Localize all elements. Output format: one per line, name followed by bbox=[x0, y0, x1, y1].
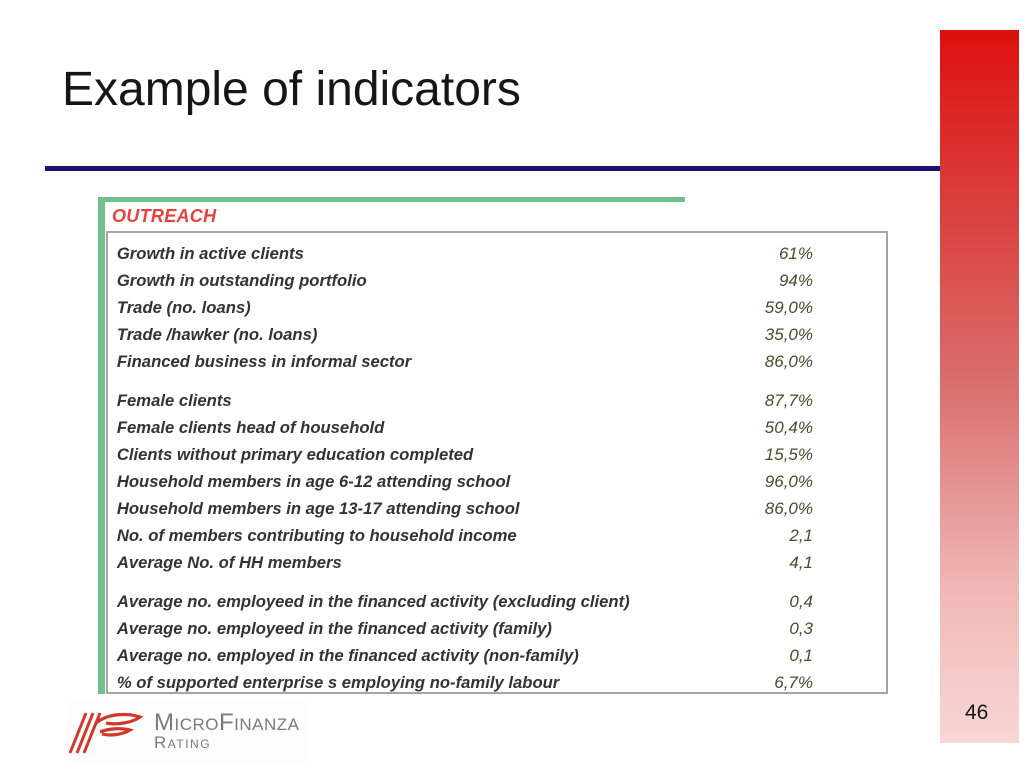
table-row: Clients without primary education comple… bbox=[108, 441, 886, 468]
row-group: Female clients 87,7% Female clients head o… bbox=[108, 387, 886, 576]
indicator-value: 15,5% bbox=[764, 444, 813, 464]
table-row: Female clients 87,7% bbox=[108, 387, 886, 414]
indicator-value: 94% bbox=[778, 270, 813, 290]
indicator-label: Female clients head of household bbox=[116, 417, 385, 437]
indicator-label: % of supported enterprise s employing no… bbox=[116, 672, 560, 692]
page-number: 46 bbox=[965, 701, 989, 724]
indicator-label: Average no. employeed in the financed ac… bbox=[116, 591, 630, 611]
title-divider-line bbox=[45, 166, 940, 171]
indicator-label: Household members in age 6-12 attending … bbox=[116, 471, 511, 491]
table-row: % of supported enterprise s employing no… bbox=[108, 669, 886, 692]
slide-title: Example of indicators bbox=[62, 63, 521, 116]
indicator-value: 87,7% bbox=[764, 390, 813, 410]
indicator-value: 50,4% bbox=[764, 417, 813, 437]
outreach-table-panel: OUTREACH Growth in active clients 61% Grow… bbox=[98, 197, 890, 694]
row-group: Growth in active clients 61% Growth in out… bbox=[108, 240, 886, 375]
indicator-value: 35,0% bbox=[764, 324, 813, 344]
table-row: Growth in outstanding portfolio 94% bbox=[108, 267, 886, 294]
row-group: Average no. employeed in the financed ac… bbox=[108, 588, 886, 692]
table-row: Trade (no. loans) 59,0% bbox=[108, 294, 886, 321]
table-accent-left-bar bbox=[98, 197, 105, 694]
table-row: Average no. employeed in the financed ac… bbox=[108, 615, 886, 642]
table-row: Trade /hawker (no. loans) 35,0% bbox=[108, 321, 886, 348]
table-row: Household members in age 6-12 attending … bbox=[108, 468, 886, 495]
indicator-value: 0,4 bbox=[789, 591, 813, 611]
red-gradient-side-bar bbox=[940, 30, 1019, 743]
table-row: Average No. of HH members 4,1 bbox=[108, 549, 886, 576]
table-body: Growth in active clients 61% Growth in out… bbox=[106, 231, 888, 694]
indicator-value: 59,0% bbox=[764, 297, 813, 317]
table-row: No. of members contributing to household… bbox=[108, 522, 886, 549]
indicator-label: Trade /hawker (no. loans) bbox=[116, 324, 318, 344]
table-row: Average no. employeed in the financed ac… bbox=[108, 588, 886, 615]
indicator-label: Clients without primary education comple… bbox=[116, 444, 474, 464]
indicator-label: Female clients bbox=[116, 390, 232, 410]
indicator-label: Growth in active clients bbox=[116, 243, 304, 263]
microfinanza-logo: MicroFinanza Rating bbox=[66, 700, 310, 762]
table-row: Household members in age 13-17 attending… bbox=[108, 495, 886, 522]
indicator-value: 0,3 bbox=[789, 618, 813, 638]
indicator-value: 61% bbox=[778, 243, 813, 263]
indicator-value: 6,7% bbox=[774, 672, 813, 692]
logo-name: MicroFinanza bbox=[154, 708, 300, 736]
indicator-label: Average No. of HH members bbox=[116, 552, 342, 572]
indicator-value: 0,1 bbox=[789, 645, 813, 665]
logo-text: MicroFinanza Rating bbox=[154, 708, 300, 752]
indicator-value: 96,0% bbox=[764, 471, 813, 491]
indicator-label: Average no. employed in the financed act… bbox=[116, 645, 579, 665]
indicator-label: Average no. employeed in the financed ac… bbox=[116, 618, 552, 638]
logo-subtitle: Rating bbox=[154, 732, 212, 752]
table-row: Female clients head of household 50,4% bbox=[108, 414, 886, 441]
table-row: Growth in active clients 61% bbox=[108, 240, 886, 267]
microfinanza-logo-icon bbox=[68, 712, 144, 754]
indicator-label: Growth in outstanding portfolio bbox=[116, 270, 367, 290]
indicator-label: Household members in age 13-17 attending… bbox=[116, 498, 520, 518]
indicator-label: No. of members contributing to household… bbox=[116, 525, 517, 545]
indicator-label: Financed business in informal sector bbox=[116, 351, 412, 371]
indicator-value: 2,1 bbox=[789, 525, 813, 545]
indicator-value: 86,0% bbox=[764, 498, 813, 518]
table-accent-top-bar bbox=[98, 197, 685, 202]
indicator-value: 4,1 bbox=[789, 552, 813, 572]
table-row: Average no. employed in the financed act… bbox=[108, 642, 886, 669]
indicator-label: Trade (no. loans) bbox=[116, 297, 251, 317]
indicator-value: 86,0% bbox=[764, 351, 813, 371]
table-row: Financed business in informal sector 86,0… bbox=[108, 348, 886, 375]
table-section-header: OUTREACH bbox=[112, 206, 217, 226]
